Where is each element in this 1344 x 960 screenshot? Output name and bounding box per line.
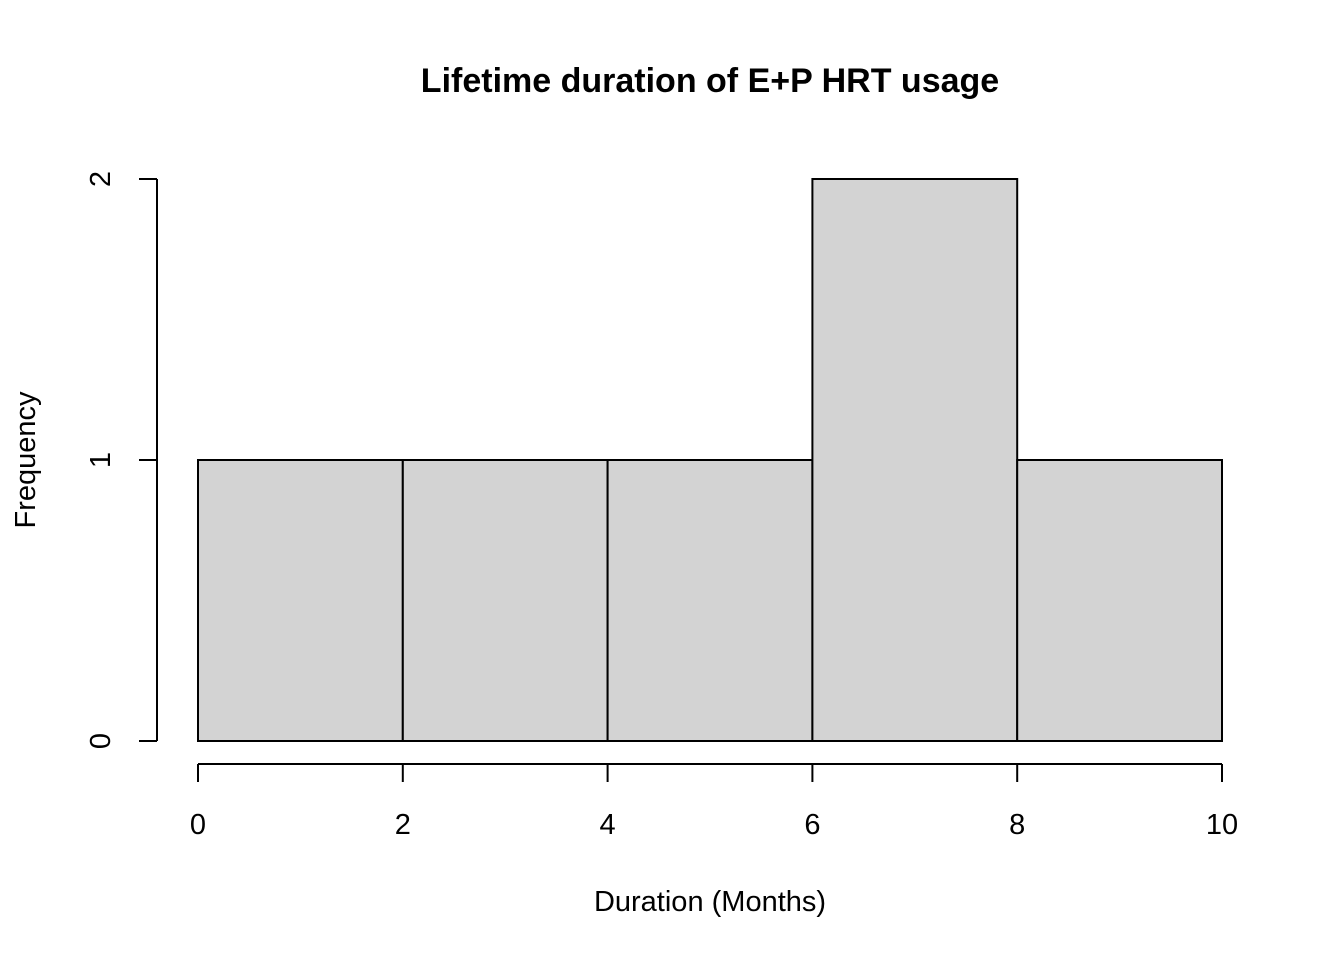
y-tick-label-2: 2 bbox=[85, 171, 117, 187]
histogram-bar-4 bbox=[1016, 459, 1224, 742]
histogram-bar-2 bbox=[606, 459, 814, 742]
x-tick-label-2: 4 bbox=[600, 809, 616, 841]
x-tick-label-1: 2 bbox=[395, 809, 411, 841]
y-tick-label-1: 1 bbox=[85, 452, 117, 468]
histogram-bar-0 bbox=[197, 459, 404, 742]
x-tick-label-5: 10 bbox=[1206, 809, 1238, 841]
x-axis: 0 2 4 6 8 10 bbox=[190, 763, 1238, 841]
y-axis-label: Frequency bbox=[10, 391, 42, 529]
x-tick-label-0: 0 bbox=[190, 809, 206, 841]
x-tick-label-4: 8 bbox=[1009, 809, 1025, 841]
x-tick-label-3: 6 bbox=[804, 809, 820, 841]
x-axis-label: Duration (Months) bbox=[594, 886, 826, 918]
y-tick-label-0: 0 bbox=[85, 733, 117, 749]
histogram-bar-1 bbox=[401, 459, 609, 742]
y-axis: 0 1 2 bbox=[85, 171, 158, 749]
chart-title: Lifetime duration of E+P HRT usage bbox=[421, 62, 999, 100]
bars-group bbox=[197, 178, 1224, 742]
histogram-bar-3 bbox=[811, 178, 1019, 742]
